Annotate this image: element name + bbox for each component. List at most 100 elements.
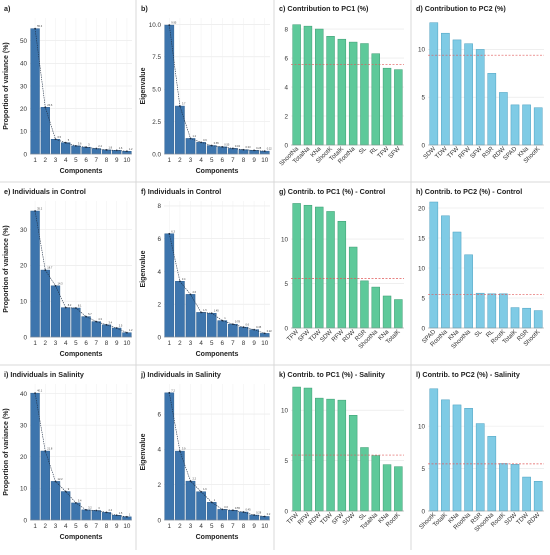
bar bbox=[360, 43, 369, 146]
data-label: 18.7 bbox=[47, 266, 53, 270]
data-label: 0.55 bbox=[235, 506, 241, 510]
scree-point bbox=[115, 514, 118, 517]
scree-point bbox=[126, 515, 128, 518]
data-label: 2.4 bbox=[98, 144, 102, 148]
x-tick-label: 3 bbox=[189, 523, 193, 530]
y-tick-label: 10.0 bbox=[149, 22, 162, 29]
scree-point bbox=[263, 332, 266, 335]
x-tick-label: 6 bbox=[221, 523, 225, 530]
bar bbox=[394, 69, 403, 146]
y-tick-label: 5 bbox=[421, 95, 425, 102]
bar bbox=[206, 312, 217, 338]
data-label: 2.6 bbox=[193, 290, 197, 294]
data-label: 6.5 bbox=[58, 135, 62, 139]
bar bbox=[510, 464, 520, 512]
data-label: 2.4 bbox=[109, 508, 113, 512]
y-tick-label: 5 bbox=[421, 295, 425, 302]
data-label: 1.5 bbox=[119, 511, 123, 515]
y-tick-label: 20 bbox=[20, 106, 28, 113]
x-tick-label: 6 bbox=[221, 340, 225, 347]
bar bbox=[452, 404, 462, 512]
bar bbox=[475, 423, 485, 512]
data-label: 40.1 bbox=[37, 389, 43, 393]
x-axis-title: Components bbox=[196, 534, 239, 541]
bar bbox=[429, 388, 439, 512]
data-label: 9.95 bbox=[171, 21, 177, 25]
panel-g: g) Contrib. to PC1 (%) - Control0510TFWS… bbox=[279, 187, 404, 350]
x-tick-label: 4 bbox=[199, 340, 203, 347]
x-tick-label: 1 bbox=[168, 340, 172, 347]
y-tick-label: 40 bbox=[20, 61, 28, 68]
bar bbox=[348, 41, 358, 146]
data-label: 3.7 bbox=[182, 102, 186, 106]
bar bbox=[238, 511, 249, 521]
bar bbox=[533, 310, 543, 329]
scree-point bbox=[242, 148, 245, 151]
panel-h: h) Contrib. to PC2 (%) - Control 0 5 10 15 20… bbox=[416, 187, 544, 350]
scree-point bbox=[242, 326, 245, 329]
data-label: 1.5 bbox=[203, 308, 207, 312]
bar bbox=[303, 387, 313, 512]
bar bbox=[326, 36, 335, 146]
data-label: 0.33 bbox=[246, 145, 252, 149]
panel-title: k) Contrib. to PC1 (%) - Salinity bbox=[279, 370, 385, 379]
x-tick-label: 2 bbox=[44, 523, 48, 530]
x-tick-label: 9 bbox=[115, 157, 119, 164]
scree-point bbox=[232, 147, 234, 150]
data-label: 0.78 bbox=[235, 320, 241, 324]
data-label: 5 bbox=[68, 138, 70, 142]
bar bbox=[50, 285, 61, 338]
x-tick-label: 3 bbox=[54, 523, 58, 530]
data-label: 9 bbox=[68, 487, 70, 491]
bar bbox=[429, 201, 439, 329]
panel-title: i) Individuals in Salinity bbox=[4, 370, 84, 379]
x-axis-title: Components bbox=[196, 168, 239, 175]
y-tick-label: 0 bbox=[23, 151, 27, 158]
data-label: 0.2 bbox=[267, 512, 271, 516]
x-tick-label: 6 bbox=[84, 157, 88, 164]
data-label: 0.28 bbox=[256, 146, 262, 150]
scree-line bbox=[169, 233, 265, 334]
x-tick-label: 3 bbox=[189, 157, 193, 164]
x-tick-label: 7 bbox=[231, 340, 235, 347]
scree-point bbox=[54, 284, 57, 287]
y-tick-label: 10 bbox=[418, 47, 426, 54]
x-tick-label: SL bbox=[358, 511, 369, 522]
scree-point bbox=[126, 150, 128, 153]
bar bbox=[196, 491, 206, 521]
y-tick-label: 10 bbox=[281, 408, 289, 415]
bar bbox=[40, 450, 50, 521]
scree-point bbox=[189, 293, 192, 296]
y-tick-label: 8 bbox=[284, 26, 288, 33]
bar bbox=[348, 415, 358, 512]
y-tick-label: 2 bbox=[284, 113, 288, 120]
bar bbox=[371, 455, 380, 512]
panel-title: d) Contribution to PC2 (%) bbox=[416, 4, 506, 13]
bar bbox=[522, 476, 531, 512]
data-label: 1.2 bbox=[129, 328, 133, 332]
y-tick-label: 0 bbox=[421, 142, 425, 149]
bar bbox=[196, 312, 206, 338]
bar bbox=[441, 32, 450, 146]
x-tick-label: 8 bbox=[105, 340, 109, 347]
data-label: 1.45 bbox=[214, 309, 220, 313]
bar bbox=[441, 399, 450, 512]
bar bbox=[292, 203, 301, 329]
bar bbox=[487, 293, 497, 329]
x-tick-label: 10 bbox=[261, 523, 269, 530]
data-label: 3 bbox=[98, 506, 100, 510]
x-tick-label: 8 bbox=[242, 157, 246, 164]
scree-point bbox=[95, 509, 98, 512]
scree-point bbox=[168, 391, 171, 394]
scree-line bbox=[169, 392, 265, 517]
scree-point bbox=[44, 106, 47, 109]
x-tick-label: 6 bbox=[84, 523, 88, 530]
data-label: 8.2 bbox=[68, 303, 72, 307]
data-label: 2.5 bbox=[119, 324, 123, 328]
y-tick-label: 8 bbox=[157, 203, 161, 210]
data-label: 0.6 bbox=[246, 323, 250, 327]
data-label: 8.1 bbox=[78, 304, 82, 308]
x-tick-label: RL bbox=[369, 145, 380, 156]
data-label: 0.43 bbox=[235, 144, 241, 148]
scree-point bbox=[95, 320, 98, 323]
